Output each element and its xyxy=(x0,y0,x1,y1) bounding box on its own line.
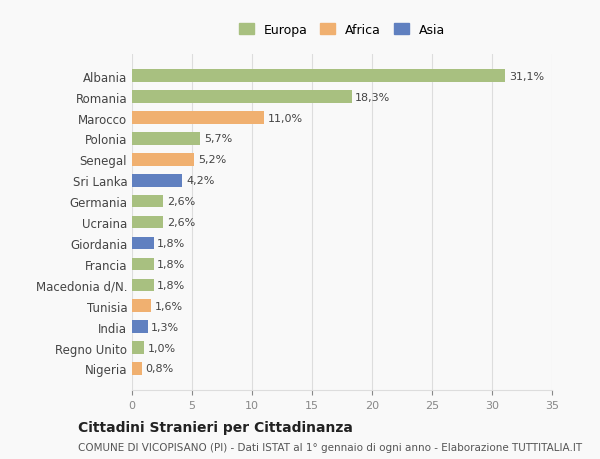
Text: 2,6%: 2,6% xyxy=(167,197,195,207)
Text: 1,3%: 1,3% xyxy=(151,322,179,332)
Text: Cittadini Stranieri per Cittadinanza: Cittadini Stranieri per Cittadinanza xyxy=(78,420,353,435)
Bar xyxy=(132,300,151,312)
Bar xyxy=(132,363,142,375)
Bar xyxy=(132,70,505,83)
Text: 1,8%: 1,8% xyxy=(157,280,185,290)
Text: 31,1%: 31,1% xyxy=(509,72,544,82)
Text: 11,0%: 11,0% xyxy=(268,113,303,123)
Bar xyxy=(132,154,194,166)
Text: 5,2%: 5,2% xyxy=(198,155,226,165)
Bar xyxy=(132,216,163,229)
Text: 1,6%: 1,6% xyxy=(155,301,183,311)
Bar xyxy=(132,321,148,333)
Bar xyxy=(132,174,182,187)
Text: 2,6%: 2,6% xyxy=(167,218,195,228)
Bar xyxy=(132,91,352,104)
Bar xyxy=(132,112,264,124)
Bar xyxy=(132,258,154,271)
Bar xyxy=(132,237,154,250)
Text: 0,8%: 0,8% xyxy=(145,364,173,374)
Text: COMUNE DI VICOPISANO (PI) - Dati ISTAT al 1° gennaio di ogni anno - Elaborazione: COMUNE DI VICOPISANO (PI) - Dati ISTAT a… xyxy=(78,442,582,452)
Text: 1,8%: 1,8% xyxy=(157,239,185,248)
Bar xyxy=(132,133,200,146)
Text: 5,7%: 5,7% xyxy=(204,134,232,144)
Text: 4,2%: 4,2% xyxy=(186,176,214,186)
Bar xyxy=(132,196,163,208)
Bar xyxy=(132,341,144,354)
Bar xyxy=(132,279,154,291)
Text: 18,3%: 18,3% xyxy=(355,92,391,102)
Text: 1,8%: 1,8% xyxy=(157,259,185,269)
Text: 1,0%: 1,0% xyxy=(148,343,176,353)
Legend: Europa, Africa, Asia: Europa, Africa, Asia xyxy=(233,18,451,43)
